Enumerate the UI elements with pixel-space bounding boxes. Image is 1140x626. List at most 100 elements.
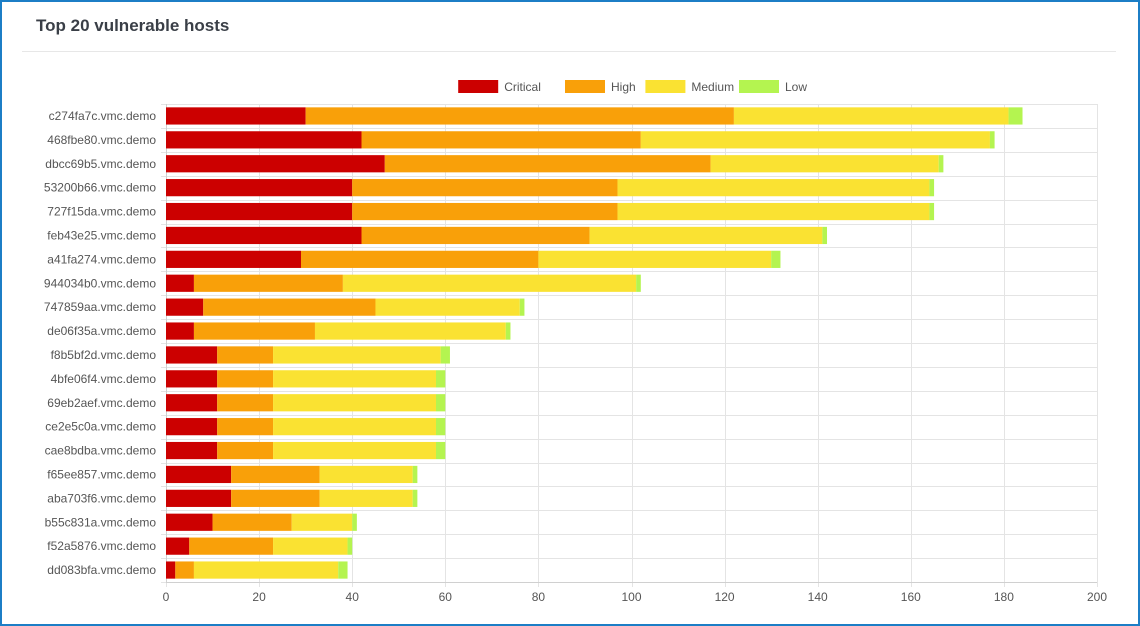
bar-segment-medium[interactable] xyxy=(273,394,436,412)
bar-segment-critical[interactable] xyxy=(166,346,218,364)
bar-segment-medium[interactable] xyxy=(193,561,339,579)
legend-item-low[interactable]: Low xyxy=(739,80,807,94)
y-tick-label: a41fa274.vmc.demo xyxy=(47,252,156,266)
bar-segment-low[interactable] xyxy=(412,489,418,507)
bar-segment-high[interactable] xyxy=(352,179,618,197)
bar-segment-low[interactable] xyxy=(440,346,450,364)
bar-segment-medium[interactable] xyxy=(617,202,930,221)
bar-segment-high[interactable] xyxy=(175,561,194,579)
x-tick-label: 20 xyxy=(252,590,266,604)
bar-segment-critical[interactable] xyxy=(166,298,204,316)
bar-segment-low[interactable] xyxy=(338,561,348,579)
bar-segment-high[interactable] xyxy=(305,107,734,125)
bar-segment-low[interactable] xyxy=(519,298,525,316)
bar-segment-critical[interactable] xyxy=(166,226,362,245)
bar-segment-medium[interactable] xyxy=(314,322,506,340)
bar-segment-critical[interactable] xyxy=(166,370,218,388)
bar-segment-medium[interactable] xyxy=(273,418,436,436)
bar-segment-medium[interactable] xyxy=(291,513,353,531)
bar-segment-medium[interactable] xyxy=(273,537,348,555)
bar-segment-low[interactable] xyxy=(352,513,357,531)
bar-segment-medium[interactable] xyxy=(710,155,939,173)
y-tick-label: 4bfe06f4.vmc.demo xyxy=(51,372,157,386)
bar-segment-critical[interactable] xyxy=(166,322,194,340)
y-tick-label: cae8bdba.vmc.demo xyxy=(45,444,157,458)
bar-segment-medium[interactable] xyxy=(273,370,436,388)
bar-segment-critical[interactable] xyxy=(166,465,232,484)
bar-segment-low[interactable] xyxy=(1008,107,1023,125)
bar-segment-critical[interactable] xyxy=(166,441,218,460)
bar-segment-medium[interactable] xyxy=(375,298,520,316)
bar-segment-low[interactable] xyxy=(929,179,935,197)
bar-segment-low[interactable] xyxy=(435,394,446,412)
bar-segment-medium[interactable] xyxy=(273,441,436,460)
bar-segment-critical[interactable] xyxy=(166,537,190,555)
bar-segment-critical[interactable] xyxy=(166,131,362,149)
legend-label: Medium xyxy=(691,80,734,94)
bar-segment-low[interactable] xyxy=(435,441,446,460)
bar-segment-low[interactable] xyxy=(771,250,781,268)
bar-segment-high[interactable] xyxy=(217,370,274,388)
bar-segment-medium[interactable] xyxy=(538,250,772,268)
bar-segment-high[interactable] xyxy=(203,298,376,316)
bar-segment-high[interactable] xyxy=(300,250,539,268)
legend-swatch xyxy=(645,80,686,93)
y-tick-label: ce2e5c0a.vmc.demo xyxy=(45,420,156,434)
bar-segment-high[interactable] xyxy=(193,274,343,292)
bar-segment-high[interactable] xyxy=(193,322,315,340)
bar-segment-high[interactable] xyxy=(231,489,320,507)
bar-segment-high[interactable] xyxy=(212,513,292,531)
bar-segment-high[interactable] xyxy=(217,418,274,436)
bar-segment-high[interactable] xyxy=(217,441,274,460)
bar-segment-high[interactable] xyxy=(189,537,274,555)
y-tick-label: de06f35a.vmc.demo xyxy=(47,324,156,338)
legend-item-high[interactable]: High xyxy=(565,80,636,94)
bar-segment-medium[interactable] xyxy=(589,226,823,245)
bar-segment-medium[interactable] xyxy=(640,131,990,149)
bar-segment-low[interactable] xyxy=(347,537,353,555)
bar-segment-critical[interactable] xyxy=(166,155,385,173)
bar-segment-critical[interactable] xyxy=(166,250,301,268)
bar-segment-low[interactable] xyxy=(435,370,446,388)
bar-segment-low[interactable] xyxy=(938,155,944,173)
bar-segment-low[interactable] xyxy=(435,418,446,436)
y-tick-label: 727f15da.vmc.demo xyxy=(47,205,156,219)
bar-segment-critical[interactable] xyxy=(166,179,353,197)
bar-segment-high[interactable] xyxy=(231,465,320,484)
legend-item-critical[interactable]: Critical xyxy=(458,80,541,94)
bar-segment-high[interactable] xyxy=(384,155,711,173)
bar-segment-high[interactable] xyxy=(217,394,274,412)
bar-segment-low[interactable] xyxy=(412,465,418,484)
bar-segment-low[interactable] xyxy=(505,322,511,340)
bar-segment-medium[interactable] xyxy=(319,465,413,484)
x-axis-labels: 0 20 40 60 80 100 120 140 160 180 200 xyxy=(163,590,1108,604)
panel-title: Top 20 vulnerable hosts xyxy=(36,16,230,35)
bar-segment-critical[interactable] xyxy=(166,394,218,412)
x-tick-label: 180 xyxy=(994,590,1014,604)
y-tick-label: aba703f6.vmc.demo xyxy=(47,491,156,505)
bar-segment-critical[interactable] xyxy=(166,202,353,221)
bar-segment-medium[interactable] xyxy=(273,346,441,364)
bar-segment-critical[interactable] xyxy=(166,274,194,292)
bar-segment-low[interactable] xyxy=(636,274,641,292)
y-tick-label: c274fa7c.vmc.demo xyxy=(49,109,157,123)
bar-segment-medium[interactable] xyxy=(319,489,413,507)
bar-segment-medium[interactable] xyxy=(617,179,930,197)
legend-item-medium[interactable]: Medium xyxy=(645,80,734,94)
x-tick-label: 80 xyxy=(532,590,546,604)
bar-segment-high[interactable] xyxy=(352,202,618,221)
bar-segment-low[interactable] xyxy=(822,226,828,245)
bar-segment-high[interactable] xyxy=(361,226,590,245)
bar-segment-critical[interactable] xyxy=(166,513,213,531)
bar-segment-critical[interactable] xyxy=(166,107,306,125)
bar-segment-high[interactable] xyxy=(361,131,641,149)
bar-segment-critical[interactable] xyxy=(166,561,176,579)
bar-segment-medium[interactable] xyxy=(342,274,637,292)
bar-segment-critical[interactable] xyxy=(166,489,232,507)
bar-segment-critical[interactable] xyxy=(166,418,218,436)
x-tick-label: 60 xyxy=(439,590,453,604)
bar-segment-high[interactable] xyxy=(217,346,274,364)
bar-segment-low[interactable] xyxy=(929,202,935,221)
bar-segment-low[interactable] xyxy=(989,131,995,149)
bar-segment-medium[interactable] xyxy=(733,107,1009,125)
